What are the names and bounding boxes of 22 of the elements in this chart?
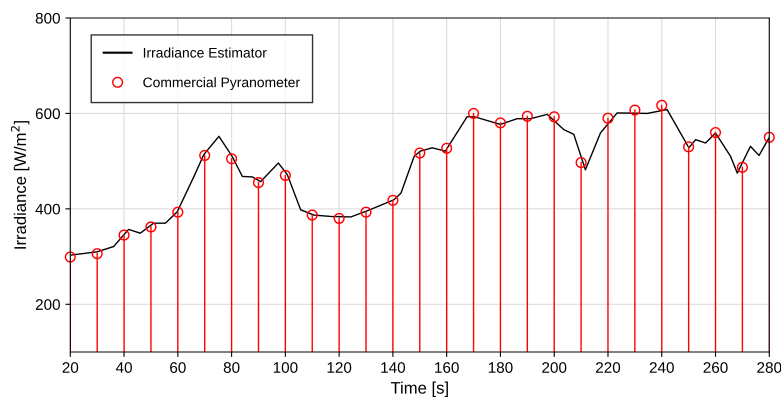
x-tick-label: 180 bbox=[488, 362, 513, 373]
y-tick-label: 200 bbox=[36, 299, 60, 310]
legend-label: Irradiance Estimator bbox=[144, 47, 267, 58]
x-tick-label: 40 bbox=[116, 362, 132, 373]
x-tick-label: 280 bbox=[757, 362, 781, 373]
x-tick-label: 160 bbox=[435, 362, 459, 373]
y-axis-title: Irradiance [W/m$^{2}$] bbox=[10, 121, 30, 249]
x-tick-label: 100 bbox=[274, 362, 298, 373]
y-tick-label: 800 bbox=[36, 12, 60, 24]
x-tick-label: 240 bbox=[650, 362, 674, 373]
y-tick-label: 600 bbox=[36, 108, 60, 120]
x-tick-label: 60 bbox=[170, 362, 186, 373]
x-tick-label: 140 bbox=[381, 362, 406, 373]
y-tick-label: 400 bbox=[35, 204, 60, 215]
x-tick-label: 200 bbox=[542, 362, 566, 373]
x-tick-label: 260 bbox=[704, 362, 728, 373]
x-axis-title: Time [s] bbox=[390, 382, 448, 398]
x-tick-label: 220 bbox=[596, 362, 620, 373]
x-tick-label: 20 bbox=[62, 362, 78, 373]
x-tick-label: 120 bbox=[328, 362, 352, 373]
legend-label: Commercial Pyranometer bbox=[143, 77, 300, 90]
x-tick-label: 80 bbox=[224, 362, 240, 373]
